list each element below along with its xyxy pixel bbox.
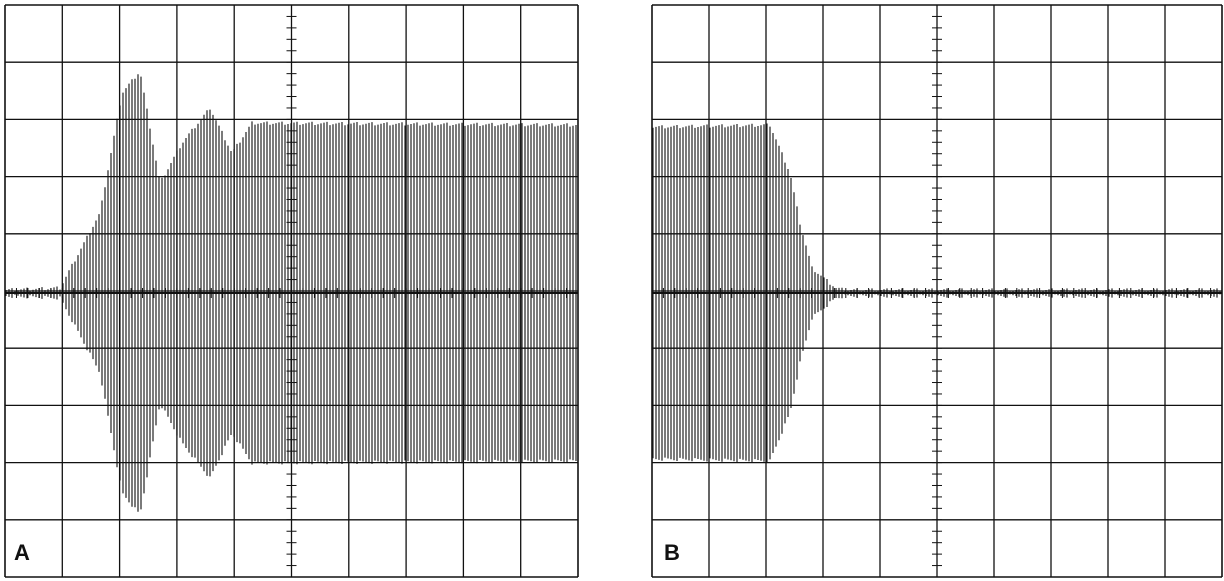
panel-label: A bbox=[14, 540, 30, 565]
panel-label: B bbox=[664, 540, 680, 565]
panel-a bbox=[5, 5, 578, 577]
panel-b bbox=[652, 5, 1222, 577]
page: A B (() => { const data = JSON.parse(doc… bbox=[0, 0, 1224, 581]
figure: A B bbox=[0, 0, 1224, 581]
